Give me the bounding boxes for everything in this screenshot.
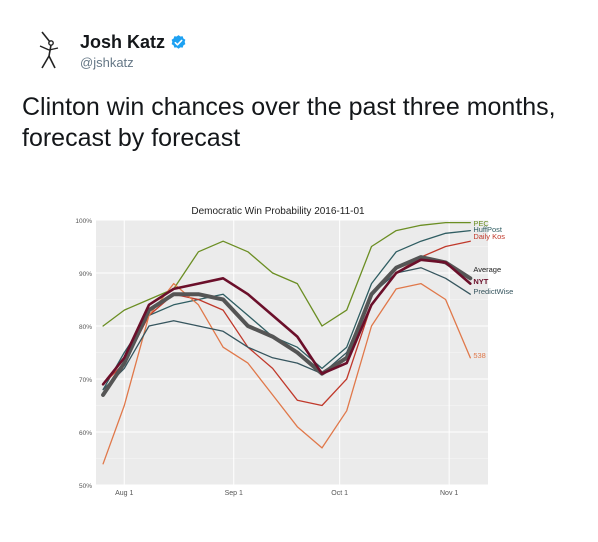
tweet-text: Clinton win chances over the past three … xyxy=(22,93,556,152)
y-tick-label: 80% xyxy=(79,324,92,331)
series-label-average: Average xyxy=(473,265,501,274)
verified-badge-icon xyxy=(171,35,186,49)
series-label-predictwise: PredictWise xyxy=(473,287,513,296)
x-tick-label: Oct 1 xyxy=(331,490,348,497)
x-tick-label: Nov 1 xyxy=(440,490,458,497)
series-label-538: 538 xyxy=(473,351,486,360)
y-axis-ticks: 50% 60% 70% 80% 90% 100% xyxy=(75,218,92,490)
y-tick-label: 50% xyxy=(79,483,92,490)
series-line-538 xyxy=(102,282,471,465)
series-line-pec xyxy=(102,221,471,327)
author-name-row[interactable]: Josh Katz xyxy=(80,32,187,53)
series-line-nyt xyxy=(101,258,472,386)
series-label-huffpost: HuffPost xyxy=(473,225,503,234)
author-handle[interactable]: @jshkatz xyxy=(80,55,134,70)
series-line-predictwise xyxy=(102,267,471,391)
series-label-nyt: NYT xyxy=(473,277,488,286)
y-tick-label: 70% xyxy=(79,377,92,384)
y-tick-label: 90% xyxy=(79,271,92,278)
author-display-name[interactable]: Josh Katz xyxy=(80,32,166,52)
x-tick-label: Sep 1 xyxy=(225,490,243,497)
tweet-media-card[interactable]: Democratic Win Probability 2016-11-01 50… xyxy=(22,168,582,537)
stick-figure-avatar-icon[interactable] xyxy=(32,28,68,72)
series-label-pec: PEC xyxy=(473,219,489,228)
chart-title: Democratic Win Probability 2016-11-01 xyxy=(191,206,365,217)
series-line-average xyxy=(101,255,473,397)
y-tick-label: 100% xyxy=(75,218,92,225)
win-probability-chart: Democratic Win Probability 2016-11-01 50… xyxy=(22,168,582,537)
tweet-header: Josh Katz @jshkatz xyxy=(22,22,582,74)
x-tick-label: Aug 1 xyxy=(115,490,133,497)
series-label-daily-kos: Daily Kos xyxy=(473,232,505,241)
y-tick-label: 60% xyxy=(79,430,92,437)
series-line-huffpost xyxy=(102,229,471,391)
series-lines xyxy=(101,221,473,465)
grid-lines xyxy=(96,219,488,486)
x-axis-ticks: Aug 1 Sep 1 Oct 1 Nov 1 xyxy=(115,490,458,497)
